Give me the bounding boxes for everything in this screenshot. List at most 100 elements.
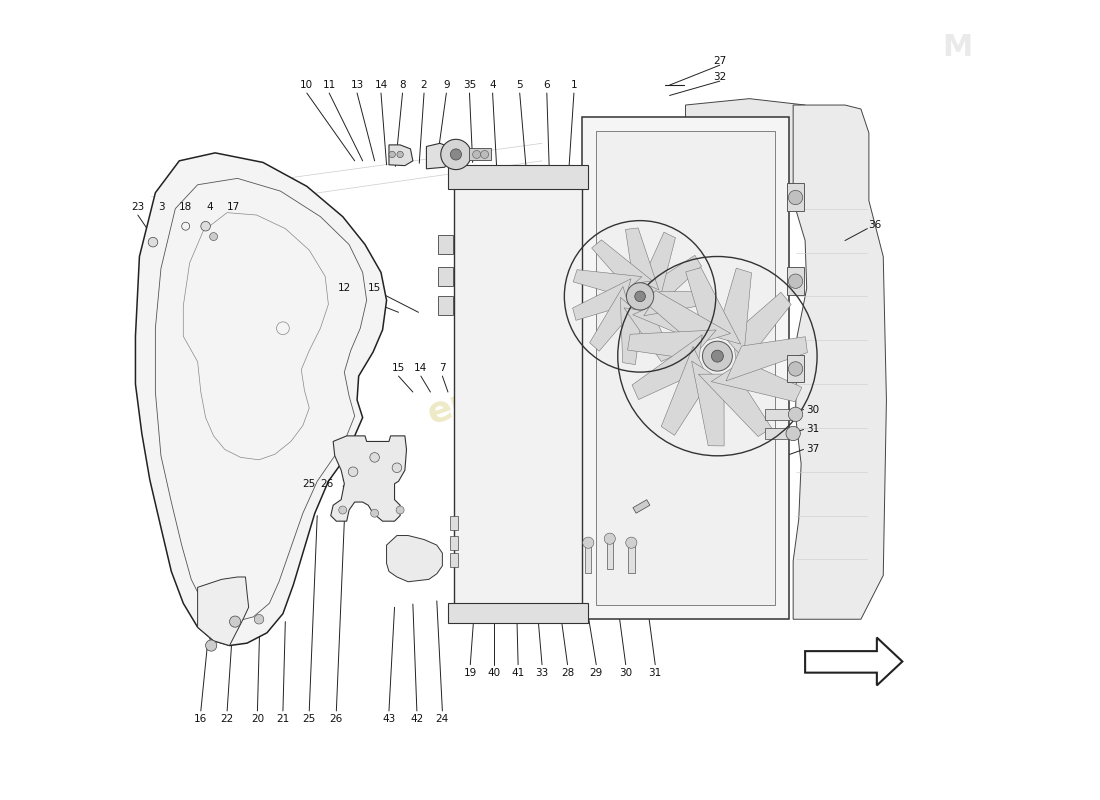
- Circle shape: [789, 190, 803, 205]
- Bar: [582, 117, 789, 619]
- Text: 27: 27: [713, 56, 726, 66]
- Circle shape: [392, 463, 402, 473]
- Circle shape: [712, 350, 724, 362]
- Text: 24: 24: [341, 478, 354, 489]
- Text: 23: 23: [131, 202, 144, 212]
- Text: 21: 21: [276, 714, 289, 724]
- Text: 10: 10: [300, 80, 313, 90]
- Circle shape: [210, 233, 218, 241]
- Polygon shape: [592, 240, 652, 285]
- Polygon shape: [427, 143, 448, 169]
- Circle shape: [148, 238, 157, 247]
- Circle shape: [371, 510, 378, 517]
- Circle shape: [349, 467, 358, 477]
- Text: 9: 9: [443, 80, 450, 90]
- Polygon shape: [793, 105, 887, 619]
- Bar: [786, 267, 804, 294]
- Text: 16: 16: [195, 714, 208, 724]
- Polygon shape: [626, 228, 659, 290]
- Bar: [786, 183, 804, 211]
- Text: 13: 13: [458, 363, 471, 373]
- Text: 4: 4: [207, 202, 213, 212]
- Polygon shape: [632, 334, 702, 399]
- Circle shape: [786, 426, 801, 441]
- Text: 31: 31: [649, 668, 662, 678]
- Bar: [439, 235, 453, 254]
- Circle shape: [396, 506, 404, 514]
- Text: 26: 26: [330, 714, 343, 724]
- Text: 15: 15: [392, 363, 405, 373]
- Text: 41: 41: [512, 668, 525, 678]
- Bar: [454, 169, 582, 607]
- Bar: [450, 535, 459, 550]
- Bar: [448, 165, 588, 189]
- Polygon shape: [646, 290, 730, 345]
- Polygon shape: [386, 535, 442, 582]
- Polygon shape: [685, 268, 740, 344]
- Text: 39: 39: [631, 536, 645, 546]
- Text: europarts: europarts: [424, 337, 624, 431]
- Circle shape: [789, 362, 803, 376]
- Polygon shape: [624, 308, 673, 362]
- Polygon shape: [712, 361, 802, 402]
- Polygon shape: [685, 98, 805, 193]
- Circle shape: [627, 282, 653, 310]
- Circle shape: [206, 640, 217, 651]
- Circle shape: [583, 537, 594, 548]
- Text: 30: 30: [806, 405, 820, 414]
- Circle shape: [370, 453, 379, 462]
- Bar: [469, 148, 491, 160]
- Text: 1: 1: [571, 80, 578, 90]
- Text: 20: 20: [251, 714, 264, 724]
- Text: illustration for parts supply: illustration for parts supply: [476, 420, 659, 491]
- Text: 3: 3: [158, 202, 165, 212]
- Bar: [585, 542, 592, 573]
- Text: 22: 22: [220, 714, 233, 724]
- Text: 29: 29: [590, 668, 603, 678]
- Bar: [766, 428, 793, 439]
- Polygon shape: [644, 232, 675, 301]
- Polygon shape: [198, 577, 249, 646]
- Polygon shape: [573, 278, 631, 320]
- Text: 35: 35: [463, 80, 476, 90]
- Text: 40: 40: [487, 668, 500, 678]
- Polygon shape: [628, 330, 716, 359]
- Polygon shape: [805, 638, 902, 686]
- Circle shape: [703, 342, 733, 371]
- Polygon shape: [620, 298, 642, 365]
- Bar: [786, 354, 804, 382]
- Text: 34: 34: [639, 492, 652, 502]
- Polygon shape: [644, 291, 708, 316]
- Text: 4: 4: [490, 80, 496, 90]
- Polygon shape: [331, 436, 407, 521]
- Circle shape: [481, 150, 488, 158]
- Bar: [450, 515, 459, 530]
- Polygon shape: [726, 337, 807, 381]
- Polygon shape: [590, 286, 631, 351]
- Text: 25: 25: [302, 478, 316, 489]
- Polygon shape: [692, 361, 724, 446]
- Bar: [596, 131, 774, 605]
- Circle shape: [604, 533, 615, 544]
- Text: 13: 13: [351, 80, 364, 90]
- Text: 26: 26: [320, 478, 333, 489]
- Circle shape: [473, 150, 481, 158]
- Polygon shape: [389, 145, 412, 166]
- Circle shape: [441, 139, 471, 170]
- Circle shape: [389, 151, 395, 158]
- Text: 17: 17: [227, 202, 240, 212]
- Polygon shape: [573, 270, 642, 295]
- Text: 43: 43: [383, 714, 396, 724]
- Polygon shape: [698, 374, 771, 437]
- Text: 8: 8: [399, 80, 406, 90]
- Circle shape: [254, 614, 264, 624]
- Text: 11: 11: [322, 80, 335, 90]
- Bar: [439, 267, 453, 286]
- Text: 18: 18: [179, 202, 192, 212]
- Text: 19: 19: [464, 668, 477, 678]
- Text: 36: 36: [869, 220, 882, 230]
- Circle shape: [789, 274, 803, 288]
- Bar: [450, 553, 459, 567]
- Text: 12: 12: [338, 283, 351, 294]
- Text: 15: 15: [368, 283, 382, 294]
